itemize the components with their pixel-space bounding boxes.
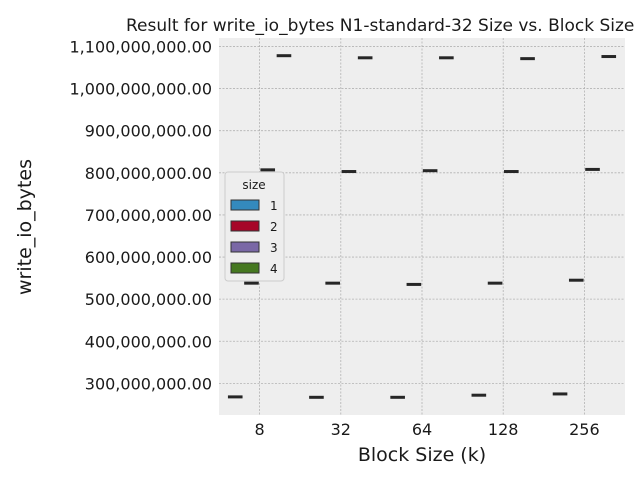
x-axis-label: Block Size (k) bbox=[358, 444, 486, 466]
y-tick-labels: 300,000,000.00 400,000,000.00 500,000,000.… bbox=[70, 37, 213, 393]
legend-label-4: 4 bbox=[270, 262, 278, 276]
legend-title: size bbox=[242, 178, 265, 192]
boxes bbox=[227, 54, 617, 399]
y-tick-label: 600,000,000.00 bbox=[85, 248, 212, 267]
legend-swatch-4 bbox=[230, 262, 260, 274]
chart-title: Result for write_io_bytes N1-standard-32… bbox=[126, 16, 634, 36]
legend-swatch-1 bbox=[230, 199, 260, 211]
gridlines bbox=[219, 38, 625, 415]
x-tick-label: 32 bbox=[331, 420, 351, 439]
y-axis-label: write_io_bytes bbox=[14, 159, 36, 295]
x-tick-labels: 8 32 64 128 256 bbox=[255, 420, 600, 439]
y-tick-label: 400,000,000.00 bbox=[85, 332, 212, 351]
y-tick-label: 900,000,000.00 bbox=[85, 122, 212, 141]
y-tick-label: 800,000,000.00 bbox=[85, 164, 212, 183]
y-tick-label: 1,000,000,000.00 bbox=[70, 80, 213, 99]
legend-label-2: 2 bbox=[270, 220, 278, 234]
legend: size 1 2 3 4 bbox=[224, 171, 285, 282]
legend-label-1: 1 bbox=[270, 199, 278, 213]
y-tick-label: 500,000,000.00 bbox=[85, 290, 212, 309]
y-tick-label: 1,100,000,000.00 bbox=[70, 37, 213, 56]
x-tick-label: 8 bbox=[255, 420, 265, 439]
x-tick-label: 128 bbox=[488, 420, 519, 439]
plot-area bbox=[219, 38, 625, 415]
x-tick-label: 256 bbox=[569, 420, 600, 439]
y-tick-label: 700,000,000.00 bbox=[85, 206, 212, 225]
legend-swatch-2 bbox=[230, 220, 260, 232]
y-tick-label: 300,000,000.00 bbox=[85, 374, 212, 393]
legend-label-3: 3 bbox=[270, 241, 278, 255]
x-tick-label: 64 bbox=[412, 420, 432, 439]
legend-swatch-3 bbox=[230, 241, 260, 253]
